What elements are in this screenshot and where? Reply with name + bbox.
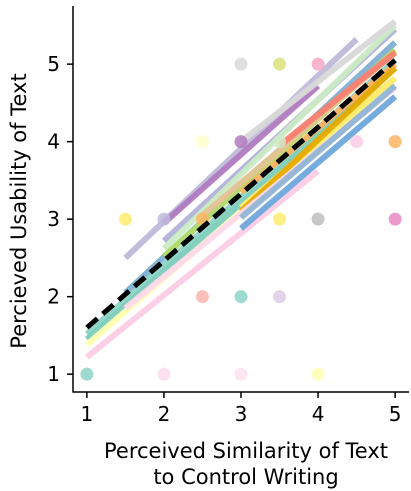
data-point bbox=[273, 290, 287, 304]
fit-line bbox=[239, 19, 397, 145]
data-point bbox=[195, 290, 209, 304]
x-tick-label: 3 bbox=[235, 402, 248, 426]
data-point bbox=[80, 367, 94, 381]
data-point bbox=[195, 135, 209, 149]
data-point bbox=[234, 290, 248, 304]
data-point bbox=[273, 57, 287, 71]
fit-line bbox=[84, 168, 320, 360]
y-axis-label: Percieved Usability of Text bbox=[7, 73, 31, 348]
x-axis-label-line-1: Perceived Similarity of Text bbox=[104, 439, 388, 463]
data-point bbox=[388, 212, 402, 226]
data-point bbox=[234, 135, 248, 149]
data-point bbox=[311, 212, 325, 226]
x-tick-label: 1 bbox=[81, 402, 94, 426]
fit-lines-layer bbox=[84, 19, 398, 360]
x-tick-label: 4 bbox=[312, 402, 325, 426]
data-point bbox=[234, 57, 248, 71]
y-tick-label: 2 bbox=[47, 285, 60, 309]
fit-line bbox=[238, 65, 398, 214]
data-point bbox=[234, 367, 248, 381]
fit-line bbox=[239, 83, 398, 220]
overall-fit-line bbox=[85, 58, 397, 330]
y-tick-label: 5 bbox=[47, 52, 60, 76]
x-axis-label-line-2: to Control Writing bbox=[153, 465, 338, 489]
y-tick-label: 4 bbox=[47, 130, 60, 154]
fit-line bbox=[239, 94, 398, 231]
x-tick-label: 5 bbox=[389, 402, 402, 426]
x-tick-label: 2 bbox=[158, 402, 171, 426]
data-point bbox=[273, 135, 287, 149]
overall-fit-layer bbox=[85, 58, 397, 330]
fit-line bbox=[161, 83, 321, 226]
data-point bbox=[350, 135, 364, 149]
data-point bbox=[311, 57, 325, 71]
data-point bbox=[157, 367, 171, 381]
data-point bbox=[273, 212, 287, 226]
data-point bbox=[118, 212, 132, 226]
data-point bbox=[388, 135, 402, 149]
points-layer bbox=[80, 57, 402, 381]
data-point bbox=[157, 212, 171, 226]
fit-line bbox=[277, 50, 398, 148]
axes-layer: 1 2 3 4 5 1 2 3 4 5 bbox=[47, 6, 409, 426]
y-tick-label: 1 bbox=[47, 362, 60, 386]
data-point bbox=[311, 367, 325, 381]
y-tick-label: 3 bbox=[47, 207, 60, 231]
